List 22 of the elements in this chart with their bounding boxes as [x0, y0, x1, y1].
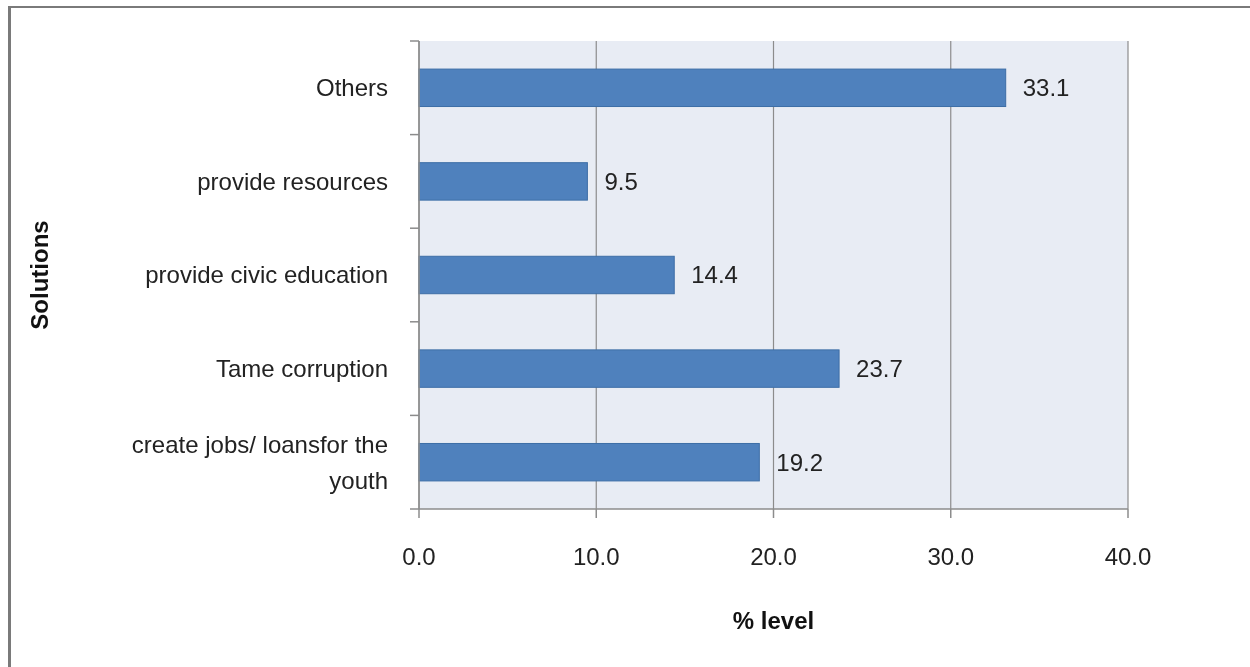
- data-label: 19.2: [776, 448, 824, 476]
- data-label: 14.4: [691, 261, 738, 289]
- data-label: 23.7: [856, 355, 903, 382]
- y-tick-label: provide civic education: [145, 261, 388, 289]
- y-tick-label: Tame corruption: [215, 355, 388, 382]
- bar: [418, 255, 675, 295]
- data-label: 33.1: [1022, 74, 1070, 102]
- y-axis-title: Solutions: [26, 220, 53, 330]
- x-tick-label: 40.0: [1104, 543, 1152, 570]
- x-axis-title: % level: [732, 607, 815, 634]
- y-tick-label: provide resources: [197, 167, 388, 195]
- x-tick-label: 0.0: [402, 543, 436, 570]
- bar: [418, 162, 588, 201]
- x-tick-label: 20.0: [750, 543, 797, 570]
- y-tick-label: create jobs/ loansfor the youth: [131, 430, 388, 494]
- x-tick-label: 30.0: [927, 543, 975, 570]
- x-tick-label: 10.0: [572, 543, 620, 570]
- data-label: 9.5: [604, 167, 638, 195]
- bar: [418, 68, 1007, 108]
- bar: [418, 349, 840, 388]
- y-tick-label: Others: [315, 74, 388, 102]
- bar: [418, 442, 760, 482]
